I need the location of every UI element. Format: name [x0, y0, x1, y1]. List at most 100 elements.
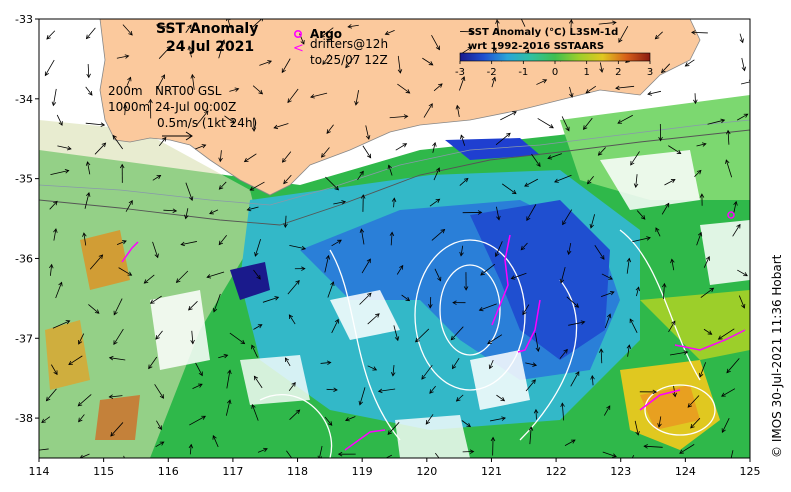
current-vector [725, 159, 733, 178]
current-vector [496, 394, 506, 402]
current-vector [487, 334, 503, 345]
current-vector [736, 113, 749, 121]
current-vector [585, 85, 597, 94]
plot-frame [38, 18, 751, 459]
current-vector [684, 59, 695, 67]
current-vector [554, 174, 572, 183]
current-vector [108, 394, 123, 399]
current-vector [568, 19, 574, 34]
current-vector [354, 90, 359, 106]
current-vector [668, 145, 682, 155]
current-vector [694, 169, 702, 177]
current-vector [189, 415, 206, 426]
current-vector [455, 104, 461, 118]
y-tick-label: -34 [15, 93, 33, 106]
current-vector [531, 153, 541, 168]
colorbar-tick-label: -3 [455, 67, 465, 78]
current-vector [89, 254, 104, 270]
current-vector [391, 197, 397, 208]
current-vector [152, 241, 159, 259]
current-vector [288, 314, 296, 325]
current-vector [190, 330, 195, 345]
x-tick-label: 125 [740, 465, 761, 478]
current-vector [358, 387, 366, 406]
x-tick-label: 123 [610, 465, 631, 478]
current-vector [696, 231, 703, 246]
current-vector [367, 365, 378, 371]
current-vector [218, 353, 229, 359]
current-vector [325, 176, 340, 191]
current-vector [415, 328, 430, 343]
current-vector [79, 453, 90, 458]
current-vector [116, 54, 130, 59]
current-vector [246, 206, 259, 212]
current-vector [488, 359, 494, 370]
current-vector [39, 448, 49, 451]
current-vector [206, 271, 225, 279]
colorbar-tick-label: -2 [487, 67, 497, 78]
current-vector [289, 244, 307, 251]
current-vector [478, 303, 497, 312]
y-tick-label: -36 [15, 252, 33, 265]
current-vector [389, 231, 395, 246]
current-vector [224, 115, 236, 124]
x-tick-label: 115 [93, 465, 114, 478]
current-vector [357, 170, 364, 181]
current-vector [218, 150, 223, 163]
current-vector [218, 181, 227, 190]
current-vector [601, 273, 613, 280]
current-vector [726, 358, 740, 374]
current-vector [741, 57, 747, 72]
current-vector [599, 62, 604, 73]
current-vector [253, 324, 263, 330]
current-vector [647, 90, 662, 96]
current-vector [393, 325, 400, 342]
current-vector [661, 63, 671, 74]
current-vector [732, 223, 741, 237]
current-vector [209, 209, 219, 215]
y-axis: -33 -34 -35 -36 -37 -38 [15, 13, 39, 425]
x-tick-label: 118 [287, 465, 308, 478]
current-vector [431, 228, 446, 241]
current-vector [459, 177, 469, 186]
current-vector [626, 257, 632, 274]
current-vector [462, 449, 475, 454]
current-vector [273, 123, 289, 130]
current-vector [108, 355, 126, 361]
depth-contours [39, 119, 750, 226]
current-vector [118, 267, 133, 276]
current-vector [289, 409, 301, 420]
current-vector [431, 34, 440, 51]
current-vector [195, 144, 207, 150]
current-vector [347, 24, 359, 29]
contour-200m-label: 200m [108, 84, 143, 98]
current-vector [699, 362, 707, 378]
current-vector [337, 451, 356, 457]
scale-label: 0.5m/s (1kt 24h) [157, 116, 257, 130]
current-vector [520, 19, 526, 27]
current-vector [158, 45, 172, 59]
current-vector [251, 344, 258, 358]
current-vector [345, 55, 356, 69]
current-vector [615, 85, 635, 91]
current-vector [703, 328, 713, 335]
current-vector [425, 414, 434, 425]
current-vector [654, 31, 663, 40]
y-tick-label: -35 [15, 173, 33, 186]
current-vector [489, 416, 506, 422]
current-vector [184, 208, 189, 220]
current-vector [696, 142, 707, 147]
current-vector [155, 441, 165, 448]
current-vector [88, 304, 100, 314]
current-vector [85, 27, 96, 40]
current-vector [395, 143, 408, 151]
current-vector [597, 147, 606, 156]
drifter-legend-label: drifters@12h [310, 37, 388, 51]
x-tick-label: 114 [29, 465, 50, 478]
sst-anomaly-field [39, 95, 750, 458]
current-vector [52, 320, 71, 329]
current-vector [44, 59, 55, 77]
current-vector [636, 210, 646, 220]
current-vector [192, 383, 203, 389]
current-vector [321, 147, 330, 158]
